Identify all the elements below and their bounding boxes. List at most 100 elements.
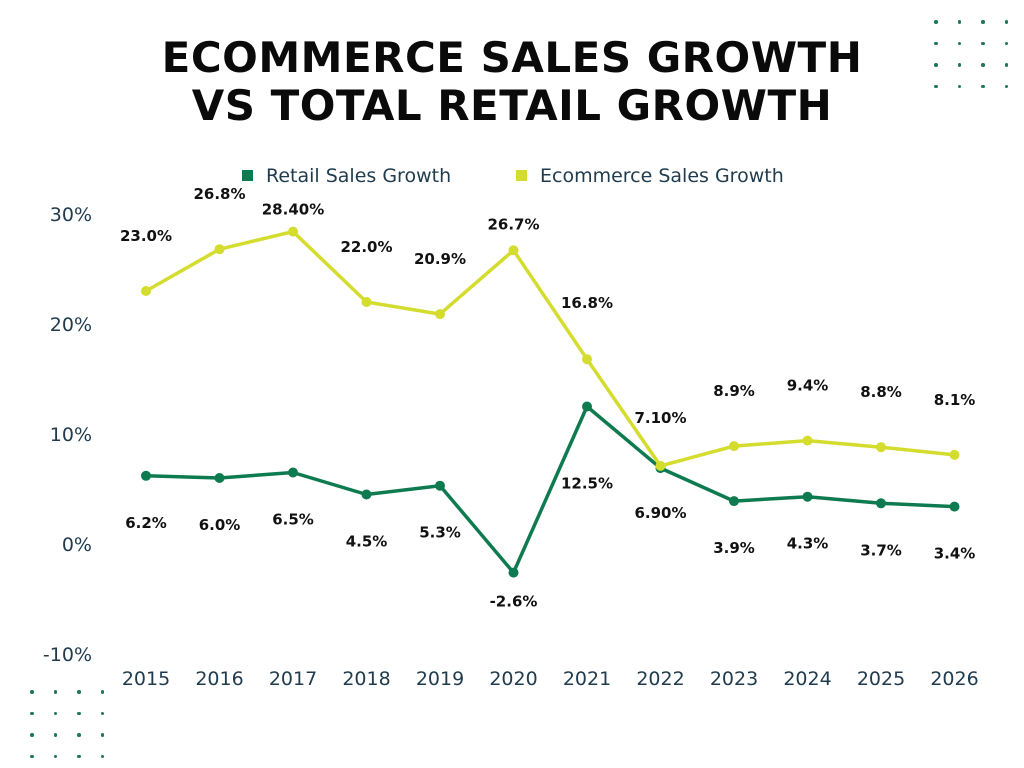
data-label: 6.0% [199,516,241,534]
legend-marker [516,170,527,181]
legend-label: Retail Sales Growth [266,165,451,187]
data-label: 23.0% [120,227,172,245]
x-tick-label: 2022 [636,668,684,690]
data-point [876,442,886,453]
data-label: 6.5% [272,511,314,529]
x-tick-label: 2016 [195,668,243,690]
decorative-dot [1004,20,1008,24]
data-point [876,498,886,509]
x-tick-label: 2026 [930,668,978,690]
chart-title: ECOMMERCE SALES GROWTH VS TOTAL RETAIL G… [0,34,1024,130]
decorative-dot [77,754,81,758]
legend-label: Ecommerce Sales Growth [540,165,784,187]
data-label: 12.5% [561,475,613,493]
decorative-dot [77,711,81,715]
data-label: 6.90% [634,504,686,522]
data-point [361,489,372,500]
plot-area: 6.2% 6.0% 6.5% 4.5% 5.3% -2.6% 12.5% 6.90% 3.9% 4… [120,185,975,610]
data-label: -2.6% [490,593,538,611]
decorative-dot [100,690,104,694]
decorative-dots-top-right [934,20,1008,88]
data-point [729,441,739,452]
data-point [141,286,151,296]
chart-title-line-2: VS TOTAL RETAIL GROWTH [191,81,833,130]
decorative-dot [77,690,81,694]
y-tick-label: 30% [50,204,92,226]
data-point [729,496,739,507]
decorative-dot [30,711,34,715]
data-label: 26.7% [487,215,539,233]
data-label: 8.1% [934,391,976,409]
decorative-dot [981,63,985,67]
data-point [655,460,666,471]
data-point [949,449,960,460]
decorative-dot [934,84,938,88]
decorative-dot [53,690,57,694]
decorative-dot [30,690,34,694]
data-label: 16.8% [561,294,613,312]
decorative-dot [53,754,57,758]
decorative-dots-bottom-left [30,690,104,758]
decorative-dot [30,733,34,737]
data-point [582,401,592,412]
data-point [288,226,298,237]
x-tick-label: 2017 [269,668,317,690]
decorative-dot [100,754,104,758]
data-point [949,501,960,512]
x-tick-label: 2015 [122,668,170,690]
data-label: 26.8% [193,185,245,203]
data-point [802,435,813,446]
data-label: 28.40% [262,201,324,219]
data-point [435,480,445,491]
x-tick-label: 2019 [416,668,464,690]
decorative-dot [1004,41,1008,45]
decorative-dot [957,20,961,24]
data-label: 5.3% [419,524,461,542]
decorative-dot [981,84,985,88]
data-label: 9.4% [787,377,829,395]
data-label: 3.7% [860,541,902,559]
data-point [141,470,151,481]
data-label: 20.9% [414,250,466,268]
x-tick-label: 2024 [783,668,831,690]
decorative-dot [934,20,938,24]
decorative-dot [1004,84,1008,88]
decorative-dot [30,754,34,758]
x-axis: 2015 2016 2017 2018 2019 2020 2021 2022 2023 2024… [122,668,979,690]
data-point [214,244,225,255]
x-tick-label: 2023 [710,668,758,690]
decorative-dot [981,20,985,24]
data-point [508,567,519,578]
y-axis: 30% 20% 10% 0% -10% [43,204,92,666]
data-point [361,297,372,307]
x-tick-label: 2025 [857,668,905,690]
decorative-dot [934,41,938,45]
data-label: 4.3% [787,535,829,553]
decorative-dot [934,63,938,67]
data-point [582,354,592,365]
y-tick-label: 20% [50,314,92,336]
data-label: 22.0% [340,238,392,256]
data-label: 8.9% [713,382,755,400]
chart-title-line-1: ECOMMERCE SALES GROWTH [161,33,863,82]
data-label: 3.9% [713,539,755,557]
data-label: 6.2% [125,514,167,532]
decorative-dot [957,84,961,88]
data-point [435,309,445,320]
x-tick-label: 2021 [563,668,611,690]
data-point [288,467,298,478]
decorative-dot [1004,63,1008,67]
data-point [214,473,225,483]
decorative-dot [957,41,961,45]
data-point [508,245,519,256]
data-point [802,491,813,502]
decorative-dot [981,41,985,45]
x-tick-label: 2020 [489,668,537,690]
y-tick-label: 0% [62,534,92,556]
x-tick-label: 2018 [342,668,390,690]
data-label: 4.5% [346,533,388,551]
legend-marker [242,170,253,181]
y-tick-label: 10% [50,424,92,446]
series-line [144,404,957,575]
